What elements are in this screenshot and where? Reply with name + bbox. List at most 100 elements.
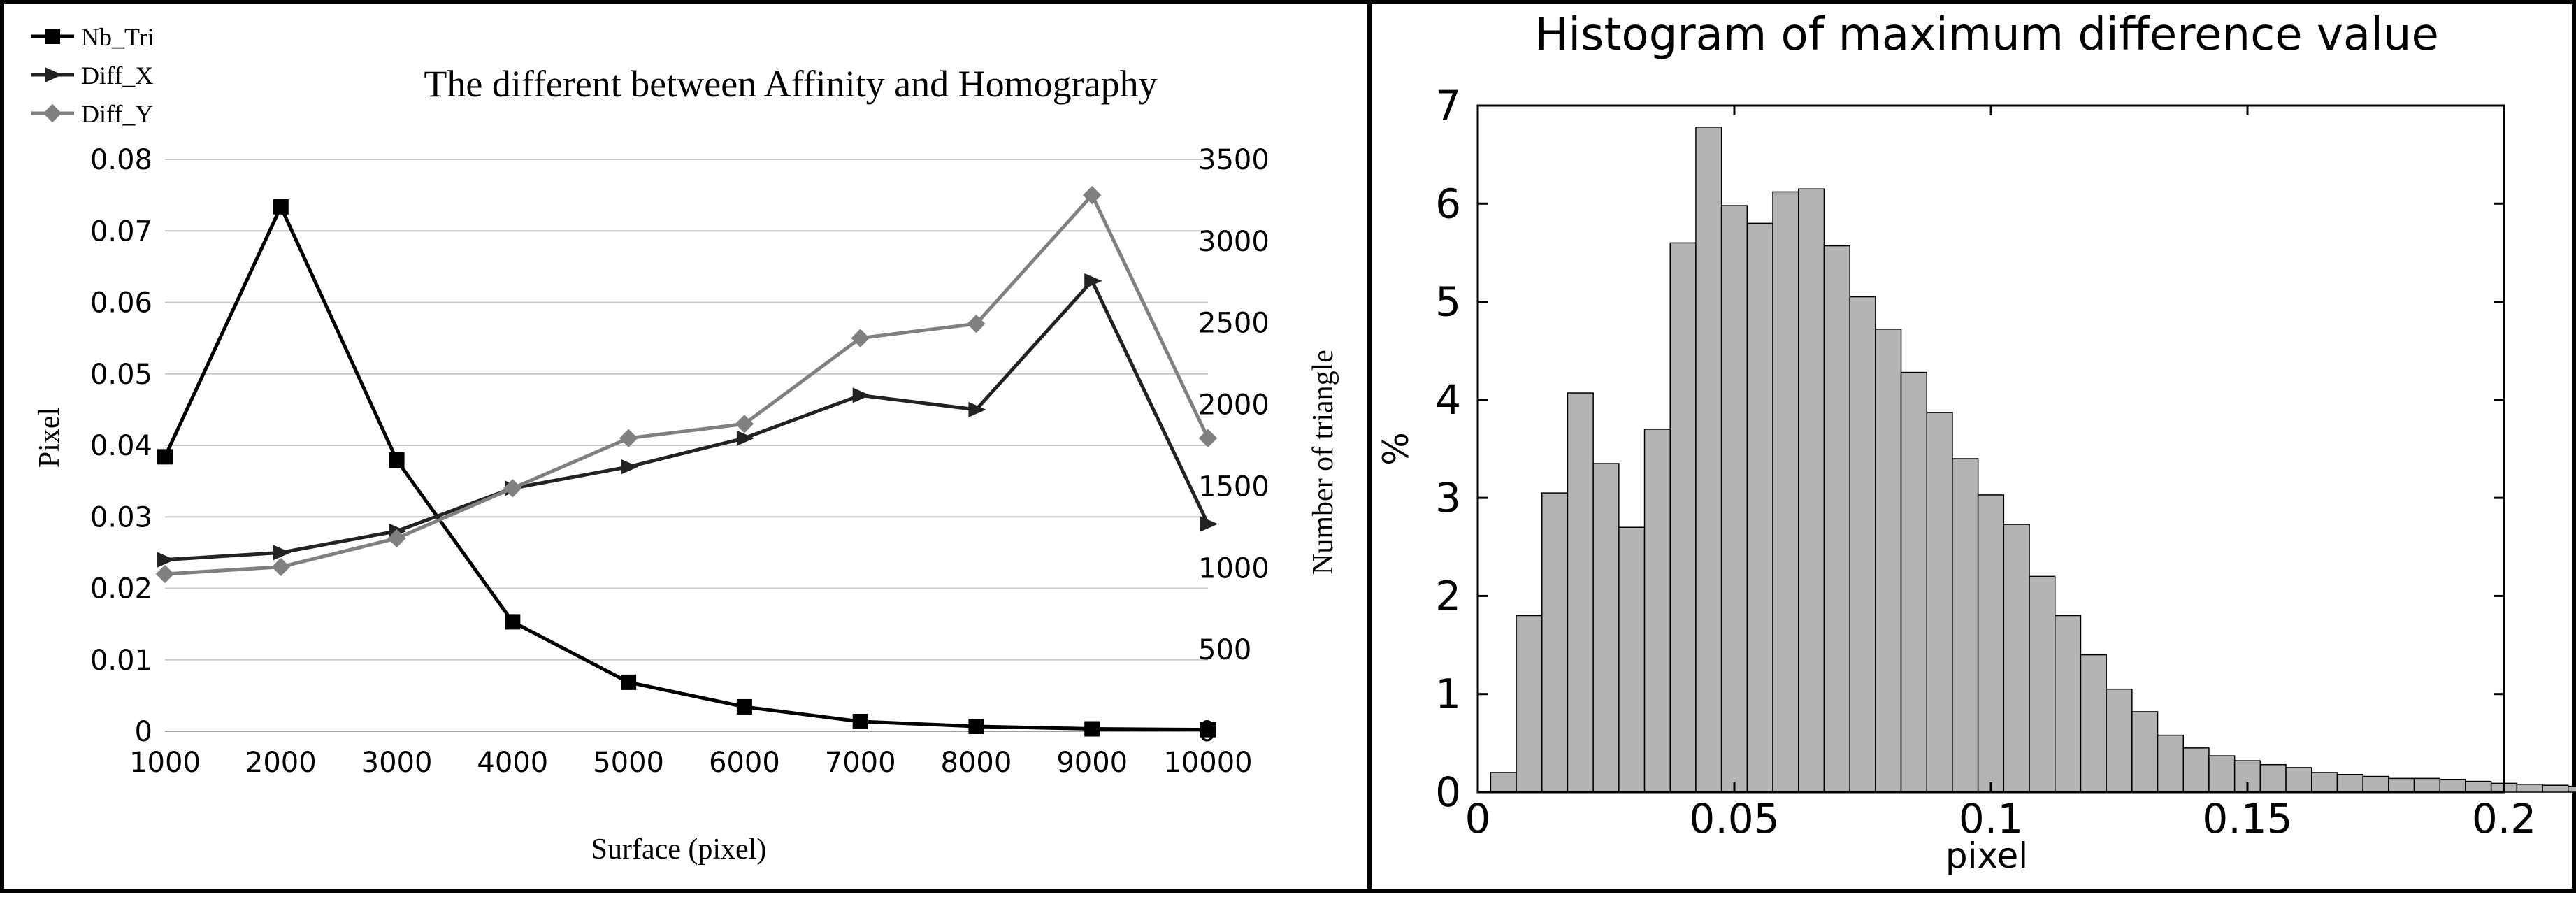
y2-tick-label: 500: [1198, 634, 1251, 666]
x-tick-label: 1000: [129, 747, 201, 779]
histogram-bar: [2336, 773, 2363, 793]
data-point: [505, 614, 521, 630]
x-tick-label: 2000: [245, 747, 317, 779]
histogram-bar: [1490, 772, 1517, 793]
x-tick-label: 9000: [1056, 747, 1128, 779]
x-tick-label: 6000: [709, 747, 780, 779]
y-tick-label: 0.03: [90, 501, 152, 533]
series-diff-y: [155, 185, 1218, 584]
legend: Nb_Tri Diff_X Diff_Y: [31, 23, 154, 128]
legend-marker: [43, 103, 62, 123]
bars: [1490, 127, 2576, 793]
x-tick-label: 5000: [593, 747, 664, 779]
y-tick-label: 7: [1435, 82, 1461, 129]
series-diff-x: [157, 273, 1218, 568]
data-point: [1084, 721, 1100, 737]
histogram-bar: [1823, 245, 1850, 793]
histogram-bar: [1592, 463, 1620, 793]
data-point: [735, 415, 754, 433]
series-nb-tri: [157, 199, 1216, 738]
x-tick-label: 3000: [361, 747, 433, 779]
histogram-bar: [1798, 188, 1825, 793]
histogram-bar: [2285, 767, 2312, 793]
y-tick-label: 0.05: [90, 359, 152, 391]
y-axis-label: %: [1376, 432, 1416, 466]
y2-tick-label: 1000: [1198, 552, 1269, 584]
y-tick-label: 0.07: [90, 215, 152, 247]
histogram-bar: [1977, 494, 2005, 793]
data-point: [155, 564, 175, 584]
histogram-bar: [2311, 772, 2338, 793]
histogram-bar: [1926, 412, 1953, 793]
data-point: [271, 557, 290, 577]
data-point: [736, 698, 752, 715]
histogram-bar: [2439, 779, 2466, 793]
y-tick-label: 6: [1435, 180, 1461, 227]
histogram-bar: [2259, 763, 2287, 793]
histogram-bar: [2157, 734, 2185, 793]
data-point: [621, 459, 639, 475]
data-point: [389, 452, 405, 468]
histogram-bar: [1720, 205, 1748, 793]
grid-lines: [165, 159, 1208, 732]
x-axis-label: Surface (pixel): [591, 833, 767, 866]
legend-label: Nb_Tri: [81, 23, 154, 51]
histogram-bar: [2413, 777, 2441, 793]
histogram-bar: [2208, 755, 2236, 793]
histogram-bar: [2568, 785, 2576, 793]
histogram-bar: [2080, 654, 2107, 793]
histogram-bar: [2465, 780, 2492, 793]
data-point: [157, 552, 175, 568]
histogram-bar: [2003, 524, 2030, 793]
data-point: [503, 479, 522, 498]
y2-tick-label: 3000: [1198, 226, 1269, 258]
series-line: [164, 278, 1210, 562]
y-tick-label: 0.01: [90, 645, 152, 677]
y-tick-label: 0.02: [90, 573, 152, 605]
y-tick-label: 1: [1435, 670, 1461, 718]
data-point: [1200, 722, 1216, 738]
histogram-bar: [1643, 429, 1671, 793]
y2-tick-label: 2500: [1198, 308, 1269, 340]
histogram-bar: [1669, 242, 1697, 793]
data-point: [851, 329, 870, 347]
histogram-panel: Histogram of maximum difference value 0 1 2…: [1367, 0, 2576, 893]
data-point: [1083, 185, 1102, 205]
legend-label: Diff_X: [81, 62, 153, 89]
data-point: [273, 199, 289, 215]
data-point: [621, 674, 637, 690]
histogram-bar: [2182, 747, 2210, 793]
x-tick-label: 10000: [1163, 747, 1252, 779]
x-tick-label: 8000: [941, 747, 1012, 779]
histogram-chart: Histogram of maximum difference value 0 1 2…: [1376, 9, 2576, 876]
data-point: [736, 430, 755, 446]
y-tick-label: 5: [1435, 278, 1461, 326]
histogram-bar: [1952, 458, 1979, 793]
y-tick-label: 2: [1435, 572, 1461, 619]
histogram-bar: [1900, 371, 1927, 793]
histogram-bar: [2388, 777, 2415, 793]
histogram-bar: [1541, 492, 1569, 793]
histogram-bar: [2106, 688, 2133, 793]
data-point: [157, 449, 173, 465]
x-tick-label: 0.15: [2202, 795, 2292, 842]
histogram-bar: [1567, 392, 1594, 793]
data-point: [619, 429, 638, 447]
histogram-bar: [2131, 711, 2159, 793]
y2-axis-label: Number of triangle: [1307, 350, 1339, 575]
y-tick-label: 3: [1435, 474, 1461, 522]
histogram-bar: [2029, 575, 2056, 793]
y2-tick-label: 1500: [1198, 471, 1269, 503]
chart-title: Histogram of maximum difference value: [1534, 9, 2439, 61]
y2-tick-label: 2000: [1198, 389, 1269, 422]
y-tick-label: 0.08: [90, 144, 152, 176]
histogram-bar: [1875, 329, 1902, 793]
chart-title: The different between Affinity and Homog…: [424, 63, 1157, 105]
x-tick-label: 0.05: [1689, 795, 1779, 842]
data-point: [273, 545, 292, 561]
line-chart-panel: The different between Affinity and Homog…: [0, 0, 1372, 893]
histogram-bar: [1772, 191, 1799, 793]
y-tick-label: 0.04: [90, 430, 152, 462]
y-axis-label: Pixel: [34, 408, 66, 468]
histogram-bar: [1516, 615, 1543, 793]
